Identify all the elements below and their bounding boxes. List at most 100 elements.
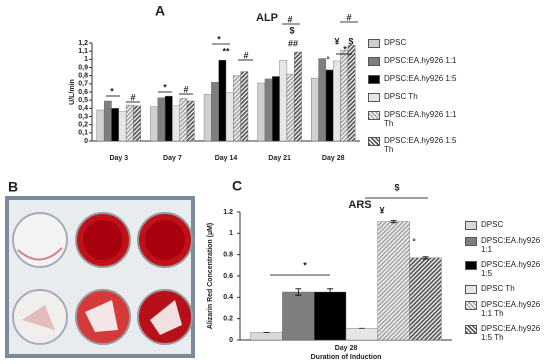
y-tick-label: 0,1 bbox=[78, 130, 88, 137]
legend-item: DPSC bbox=[368, 38, 458, 48]
y-tick-label: 1,2 bbox=[78, 40, 88, 47]
bar bbox=[240, 71, 249, 142]
y-axis-label: Alizarin Red Concentration (µM) bbox=[207, 223, 214, 329]
legend-label: DPSC:EA.hy926 1:1 bbox=[481, 236, 541, 254]
legend-item: DPSC:EA.hy926 1:1 bbox=[465, 236, 549, 254]
bar bbox=[111, 108, 120, 142]
legend-swatch bbox=[368, 57, 380, 66]
legend-item: DPSC:EA.hy926 1:1 Th bbox=[368, 110, 458, 128]
y-axis-label: U/L/min bbox=[69, 79, 76, 105]
annotation: # bbox=[130, 92, 135, 102]
bar bbox=[294, 51, 302, 142]
y-tick-label: 0,2 bbox=[78, 122, 88, 129]
annotation: ¥ bbox=[379, 205, 384, 215]
bar bbox=[409, 257, 442, 341]
legend-swatch bbox=[368, 75, 380, 84]
bar bbox=[203, 94, 212, 142]
bar bbox=[345, 328, 378, 341]
x-tick-label: Day 3 bbox=[109, 155, 128, 162]
annotation: ¥ bbox=[334, 36, 339, 46]
x-tick-label: Day 7 bbox=[163, 155, 182, 162]
bar bbox=[340, 50, 349, 142]
legend-swatch bbox=[465, 325, 477, 334]
bar bbox=[211, 81, 219, 142]
y-tick-label: 0 bbox=[84, 138, 88, 145]
bar bbox=[157, 97, 166, 142]
annotation: * bbox=[343, 44, 347, 54]
y-tick-label: 0,9 bbox=[78, 64, 88, 71]
y-tick-label: 0,3 bbox=[78, 113, 88, 120]
annotation: $ bbox=[289, 25, 294, 35]
bar bbox=[282, 291, 315, 341]
photo bbox=[5, 196, 195, 358]
legend-item: DPSC:EA.hy926 1:1 Th bbox=[465, 300, 549, 318]
annotation: $ bbox=[394, 182, 399, 192]
error-bar bbox=[295, 288, 302, 296]
legend-item: DPSC:EA.hy926 1:5 Th bbox=[368, 136, 458, 154]
annotation: # bbox=[287, 14, 292, 24]
bar bbox=[286, 73, 295, 142]
bar bbox=[164, 95, 173, 142]
x-axis-label: Duration of Induction bbox=[311, 354, 382, 361]
bar bbox=[133, 105, 141, 142]
panel-label: B bbox=[8, 179, 18, 195]
legend-label: DPSC:EA.hy926 1:1 bbox=[384, 56, 457, 65]
legend-swatch bbox=[368, 137, 380, 146]
bar bbox=[96, 109, 105, 142]
y-tick-label: 0,6 bbox=[78, 89, 88, 96]
legend-item: DPSC Th bbox=[368, 92, 458, 102]
legend-swatch bbox=[465, 285, 477, 294]
bar bbox=[257, 82, 266, 142]
bar bbox=[325, 69, 334, 142]
legend-label: DPSC Th bbox=[384, 92, 418, 101]
bar bbox=[377, 221, 410, 341]
y-tick-label: 1 bbox=[229, 230, 233, 237]
bar bbox=[318, 58, 327, 142]
y-tick-label: 0.4 bbox=[223, 294, 233, 301]
error-bar bbox=[327, 288, 334, 296]
annotation: # bbox=[183, 84, 188, 94]
bar bbox=[279, 59, 288, 142]
legend-item: DPSC:EA.hy926 1:1 bbox=[368, 56, 458, 66]
legend-swatch bbox=[465, 261, 477, 270]
annotation: ° bbox=[412, 236, 416, 246]
y-tick-label: 0,8 bbox=[78, 73, 88, 80]
bar bbox=[125, 104, 134, 142]
y-tick-label: 0,5 bbox=[78, 97, 88, 104]
y-tick-label: 0,7 bbox=[78, 81, 88, 88]
legend: DPSC DPSC:EA.hy926 1:1 DPSC:EA.hy926 1:5 DP… bbox=[465, 220, 549, 348]
y-tick-label: 0.2 bbox=[223, 316, 233, 323]
annotation: ## bbox=[288, 38, 298, 48]
chart-title: ARS bbox=[348, 199, 371, 211]
x-tick-label: Day 28 bbox=[335, 345, 358, 352]
annotation: ** bbox=[222, 46, 230, 56]
legend-label: DPSC Th bbox=[481, 284, 515, 293]
annotation: # bbox=[346, 12, 351, 22]
legend-label: DPSC bbox=[481, 220, 504, 229]
y-tick-label: 1,1 bbox=[78, 48, 88, 55]
bar bbox=[186, 100, 195, 142]
legend-swatch bbox=[368, 93, 380, 102]
annotation: * bbox=[163, 82, 167, 92]
x-tick-label: Day 14 bbox=[215, 155, 238, 162]
annotation: # bbox=[243, 50, 248, 60]
legend-item: DPSC:EA.hy926 1:5 Th bbox=[465, 324, 549, 342]
x-tick-label: Day 21 bbox=[268, 155, 291, 162]
bar bbox=[179, 98, 188, 142]
error-bar bbox=[390, 220, 397, 224]
y-tick-label: 0.6 bbox=[223, 273, 233, 280]
y-tick-label: 1.2 bbox=[223, 209, 233, 216]
legend-swatch bbox=[465, 237, 477, 246]
legend-label: DPSC:EA.hy926 1:5 bbox=[481, 260, 541, 278]
legend-swatch bbox=[465, 221, 477, 230]
legend-label: DPSC:EA.hy926 1:5 Th bbox=[384, 136, 457, 154]
bar bbox=[311, 77, 319, 142]
error-bar bbox=[422, 256, 429, 260]
panel-label: C bbox=[232, 178, 242, 194]
bar bbox=[250, 332, 283, 341]
legend-label: DPSC:EA.hy926 1:5 Th bbox=[481, 324, 541, 342]
legend-item: DPSC Th bbox=[465, 284, 549, 294]
legend-swatch bbox=[465, 301, 477, 310]
